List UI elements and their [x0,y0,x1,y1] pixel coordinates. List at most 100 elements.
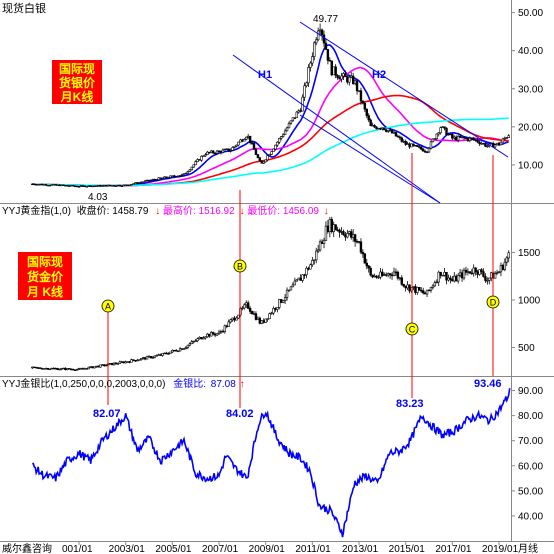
gold-candle-body [441,274,444,277]
silver-candle-body [223,148,227,151]
silver-candle-body [128,184,131,187]
silver-candle-body [110,185,114,187]
silver-candle-body [340,75,343,80]
channel-h1-label: H1 [258,69,272,81]
silver-candle-body [285,127,289,132]
silver-candle-body [287,123,291,129]
gold-candle-body [303,274,306,276]
silver-candle-body [470,137,473,140]
silver-label-box [52,60,102,104]
gold-candle-body [202,337,205,340]
silver-candle-body [213,152,217,155]
ratio-peak-label-3: 83.23 [396,398,424,410]
gold-candle-body [169,351,172,354]
gold-candle-body [229,319,232,323]
silver-candle-body [330,60,333,76]
channel-h2-lower-line [299,114,441,204]
silver-candle-body [206,151,209,155]
gold-candle-body [165,352,168,355]
gold-candle-body [353,234,357,242]
gold-candle-body [388,273,392,276]
gold-candle-body [472,267,475,274]
gold-candle-body [316,249,320,252]
gold-candle-body [245,302,248,306]
silver-candle-body [344,73,347,78]
silver-candle-body [237,141,240,146]
silver-candle-body [355,80,359,92]
x-tick-label: 2013/01 [342,544,379,554]
silver-candle-body [482,143,485,145]
silver-candle-body [79,185,83,187]
y-tick-label: 40.00 [518,511,543,522]
gold-candle-body [281,300,285,303]
marker-b-circle [233,259,247,273]
silver-candle-body [311,56,314,64]
gold-candle-body [431,285,435,288]
gold-candle-body [171,349,174,353]
silver-candle-body [505,137,508,139]
silver-low-label: 4.03 [88,192,108,203]
silver-candle-body [210,150,213,153]
silver-candle-body [443,126,446,129]
gold-candle-body [103,364,106,367]
y-tick-labels: 10.00 20.00 30.00 40.00 50.00 500 1000 1500 40.0… [511,8,543,522]
silver-candle-body [163,176,166,179]
gold-candle-body [357,241,361,243]
silver-candle-body [373,124,376,128]
silver-candle-body [159,177,162,179]
gold-candle-body [110,363,114,366]
silver-candle-body [141,181,145,183]
gold-candle-body [99,364,102,368]
gold-candle-body [285,289,289,298]
gold-title: YYJ黄金指(1,0) [2,204,71,217]
silver-candle-body [449,133,452,136]
gold-candle-body [458,272,462,276]
silver-candle-body [196,159,199,162]
silver-candle-body [95,185,98,187]
silver-candle-body [350,75,353,78]
gold-candle-body [322,239,326,245]
silver-candle-body [406,143,409,145]
gold-candle-body [155,355,158,357]
x-tick-label: 2011/01 [295,544,331,554]
silver-candle-body [427,148,431,153]
gold-candle-body [433,282,437,287]
silver-candle-body [231,147,234,151]
gold-candle-body [140,358,143,360]
gold-candle-body [252,313,256,315]
silver-candle-body [297,110,300,113]
gold-candle-body [188,343,192,346]
silver-candle-body [50,184,53,186]
silver-candle-body [75,185,79,188]
silver-candle-body [464,137,468,139]
gold-candle-body [328,219,332,232]
silver-candle-body [33,183,36,186]
gold-candle-body [291,284,295,288]
silver-candle-body [243,139,246,142]
silver-candle-body [351,75,355,84]
silver-candle-body [394,132,398,137]
gold-candle-body [359,241,363,253]
gold-candle-body [143,357,147,360]
silver-candle-body [486,145,489,148]
silver-candle-body [176,175,180,177]
gold-candle-body [134,360,137,362]
gold-candle-body [122,361,125,364]
silver-candle-body [167,177,170,179]
gold-candle-body [68,368,71,370]
silver-candle-body [497,142,501,146]
footer-period: 月线 [518,542,538,554]
gold-candle-body [416,287,419,293]
silver-candle-body [484,143,487,147]
silver-candle-body [157,177,160,181]
gold-candle-body [237,314,240,319]
gold-candle-body [385,274,388,276]
silver-candle-body [103,184,106,187]
gold-candle-body [213,333,217,336]
silver-candle-body [371,124,374,127]
gold-candle-body [116,363,120,365]
gold-candle-body [369,267,372,276]
gold-candle-body [493,273,497,279]
gold-panel-header: YYJ黄金指(1,0) 收盘价: 1458.79 ↓ 最高价: 1516.92 … [2,204,329,217]
silver-candle-body [42,184,46,186]
